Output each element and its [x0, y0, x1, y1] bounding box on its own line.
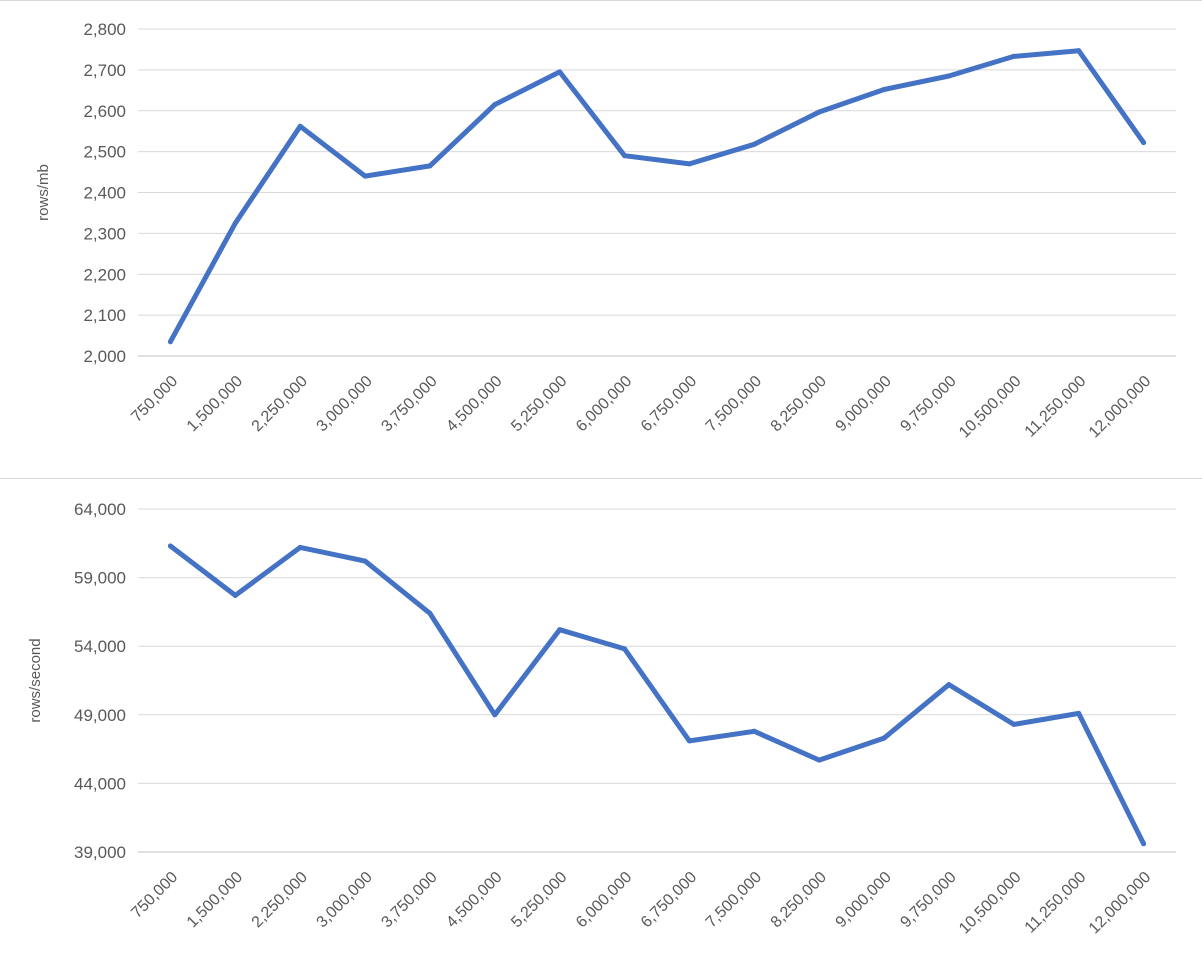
rows-per-mb-x-tick-label: 8,250,000 — [768, 373, 830, 435]
rows-per-mb-data-point — [622, 153, 628, 159]
rows-per-second-series-line — [167, 543, 1147, 847]
rows-per-second-x-tick-label: 5,250,000 — [508, 869, 570, 931]
rows-per-mb-data-point — [492, 102, 498, 108]
rows-per-second-data-point — [946, 682, 952, 688]
rows-per-mb-data-point — [1141, 140, 1147, 146]
rows-per-second-y-tick-label: 54,000 — [74, 637, 126, 656]
rows-per-second-data-point — [816, 757, 822, 763]
rows-per-second-x-tick-label: 4,500,000 — [443, 869, 505, 931]
rows-per-mb-data-point — [881, 86, 887, 92]
rows-per-second-y-axis-title: rows/second — [27, 638, 44, 722]
rows-per-second-x-tick-label: 9,000,000 — [833, 869, 895, 931]
rows-per-mb-x-tick-label: 5,250,000 — [508, 373, 570, 435]
rows-per-second-y-tick-label: 59,000 — [74, 569, 126, 588]
rows-per-mb-y-tick-label: 2,800 — [83, 20, 126, 39]
rows-per-mb-x-tick-label: 2,250,000 — [249, 373, 311, 435]
rows-per-mb-x-tick-label: 1,500,000 — [184, 373, 246, 435]
rows-per-mb-x-tick-label: 9,000,000 — [833, 373, 895, 435]
rows-per-second-data-point — [622, 646, 628, 652]
rows-per-mb-x-tick-label: 11,250,000 — [1022, 373, 1090, 441]
rows-per-mb-y-tick-label: 2,500 — [83, 143, 126, 162]
rows-per-second-data-point — [751, 728, 757, 734]
rows-per-second-x-tick-label: 3,000,000 — [314, 869, 376, 931]
rows-per-second-x-tick-label: 12,000,000 — [1086, 869, 1155, 938]
rows-per-mb-series-line — [167, 48, 1147, 345]
rows-per-second-y-tick-label: 64,000 — [74, 500, 126, 519]
rows-per-second-y-tick-label: 39,000 — [74, 843, 126, 862]
rows-per-mb-y-tick-label: 2,000 — [83, 347, 126, 366]
rows-per-mb-data-point — [427, 163, 433, 169]
rows-per-mb-data-point — [557, 69, 563, 75]
rows-per-mb-x-tick-label: 750,000 — [128, 373, 181, 426]
rows-per-second-data-point — [297, 544, 303, 550]
rows-per-mb-x-tick-label: 7,500,000 — [703, 373, 765, 435]
rows-per-second-x-tick-label: 9,750,000 — [897, 869, 959, 931]
rows-per-second-x-tick-label: 8,250,000 — [768, 869, 830, 931]
rows-per-second-data-point — [1076, 710, 1082, 716]
rows-per-mb-y-tick-label: 2,300 — [83, 224, 126, 243]
rows-per-second-data-point — [492, 712, 498, 718]
rows-per-second-x-tick-label: 750,000 — [128, 869, 181, 922]
rows-per-mb-x-tick-label: 3,750,000 — [378, 373, 440, 435]
rows-per-second-data-point — [1141, 841, 1147, 847]
rows-per-mb-y-tick-label: 2,200 — [83, 265, 126, 284]
rows-per-mb-data-point — [751, 141, 757, 147]
rows-per-mb-data-point — [816, 109, 822, 115]
rows-per-second-data-point — [167, 543, 173, 549]
rows-per-mb-x-tick-label: 9,750,000 — [897, 373, 959, 435]
rows-per-second-x-tick-label: 11,250,000 — [1022, 869, 1090, 937]
rows-per-mb-data-point — [167, 339, 173, 345]
rows-per-mb-x-tick-label: 3,000,000 — [314, 373, 376, 435]
rows-per-mb-x-tick-label: 10,500,000 — [956, 373, 1025, 442]
rows-per-second-x-tick-label: 10,500,000 — [956, 869, 1025, 938]
rows-per-second-x-tick-label: 7,500,000 — [703, 869, 765, 931]
rows-per-second-data-point — [362, 558, 368, 564]
rows-per-mb-x-tick-label: 12,000,000 — [1086, 373, 1155, 442]
rows-per-second-x-tick-label: 2,250,000 — [249, 869, 311, 931]
rows-per-second-y-tick-label: 44,000 — [74, 774, 126, 793]
rows-per-mb-data-point — [946, 73, 952, 79]
rows-per-second-data-point — [686, 738, 692, 744]
rows-per-second-chart: 39,000 44,000 49,000 54,000 59,000 64,000 rows… — [0, 478, 1202, 962]
rows-per-mb-data-point — [686, 161, 692, 167]
rows-per-second-data-point — [881, 735, 887, 741]
rows-per-second-data-point — [557, 627, 563, 633]
rows-per-mb-data-point — [1011, 53, 1017, 59]
rows-per-mb-x-tick-label: 6,000,000 — [573, 373, 635, 435]
rows-per-second-data-point — [1011, 721, 1017, 727]
rows-per-mb-data-point — [1076, 48, 1082, 54]
rows-per-second-x-tick-label: 3,750,000 — [378, 869, 440, 931]
rows-per-mb-y-tick-label: 2,100 — [83, 306, 126, 325]
rows-per-second-x-tick-label: 6,000,000 — [573, 869, 635, 931]
rows-per-second-data-point — [427, 610, 433, 616]
rows-per-mb-data-point — [232, 220, 238, 226]
rows-per-second-x-tick-label: 6,750,000 — [638, 869, 700, 931]
rows-per-second-data-point — [232, 592, 238, 598]
rows-per-mb-y-tick-label: 2,400 — [83, 184, 126, 203]
rows-per-mb-x-tick-label: 4,500,000 — [443, 373, 505, 435]
rows-per-mb-y-axis-title: rows/mb — [35, 164, 52, 221]
rows-per-second-chart-canvas: 39,000 44,000 49,000 54,000 59,000 64,000 rows… — [27, 500, 1176, 938]
rows-per-second-x-tick-label: 1,500,000 — [184, 869, 246, 931]
rows-per-mb-data-point — [297, 123, 303, 129]
rows-per-mb-y-tick-label: 2,600 — [83, 102, 126, 121]
rows-per-mb-data-point — [362, 173, 368, 179]
rows-per-mb-y-tick-label: 2,700 — [83, 61, 126, 80]
rows-per-mb-chart-canvas: 2,000 2,100 2,200 2,300 2,400 2,500 2,600 2,700… — [35, 20, 1176, 442]
rows-per-second-y-tick-label: 49,000 — [74, 706, 126, 725]
rows-per-mb-x-tick-label: 6,750,000 — [638, 373, 700, 435]
rows-per-mb-chart: 2,000 2,100 2,200 2,300 2,400 2,500 2,600 2,700… — [0, 0, 1202, 478]
